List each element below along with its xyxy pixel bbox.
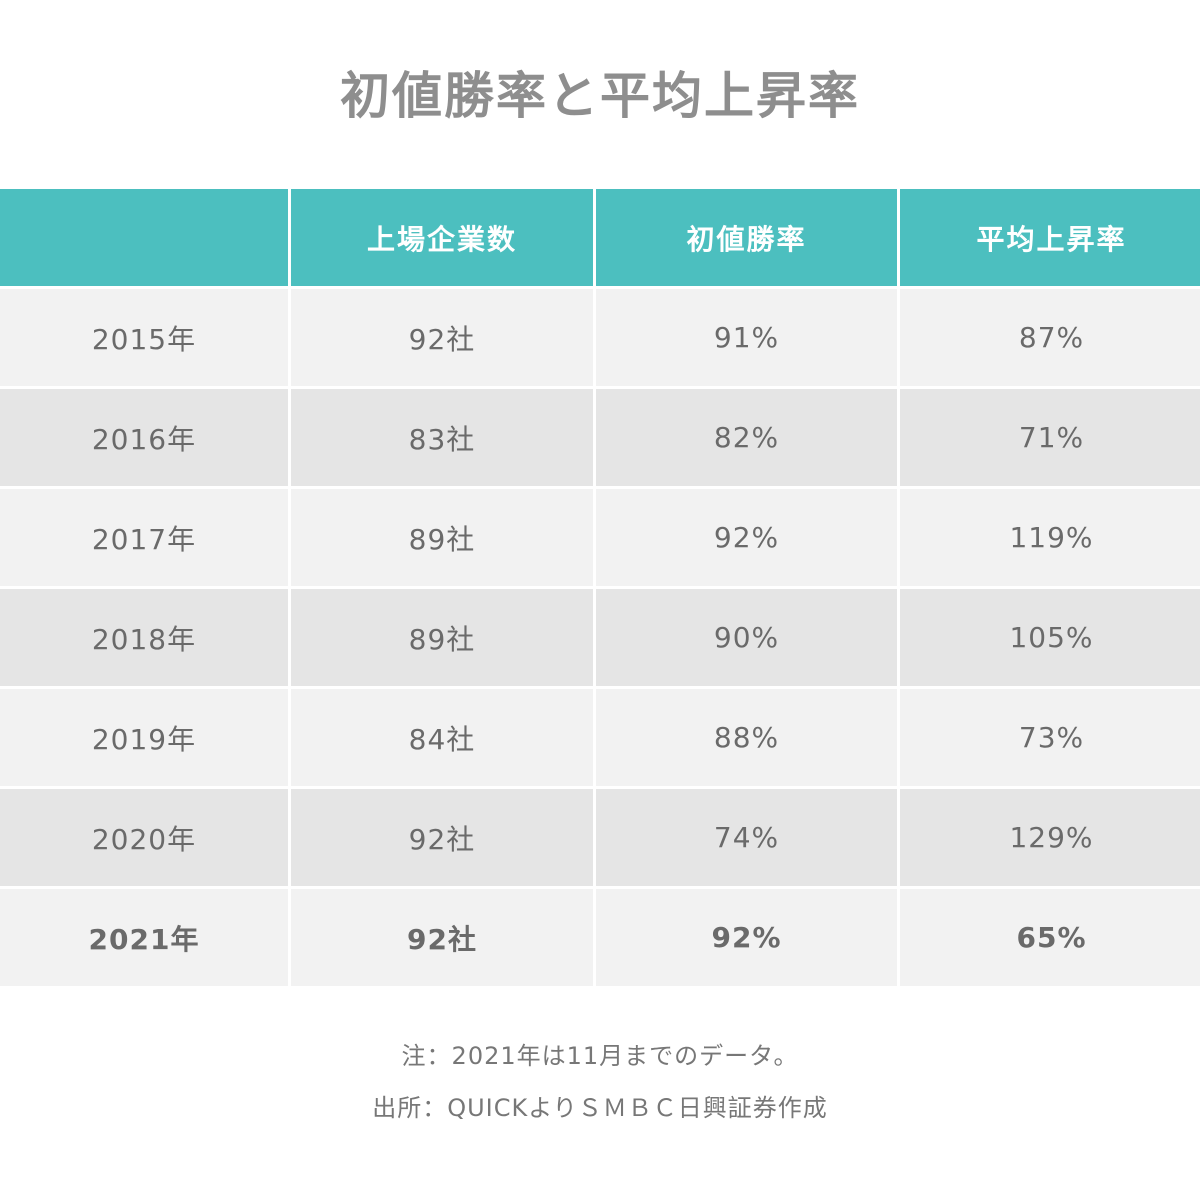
cell-average-rise-rate: 65%: [900, 889, 1200, 986]
header-first-price-win-rate: 初値勝率: [596, 189, 897, 286]
cell-row-label: 2016年: [0, 389, 288, 486]
cell-listed-companies: 83社: [291, 389, 593, 486]
cell-first-price-win-rate: 91%: [596, 289, 897, 386]
cell-row-label: 2015年: [0, 289, 288, 386]
chart-title: 初値勝率と平均上昇率: [340, 67, 860, 125]
footnote-note: 注：2021年は11月までのデータ。: [401, 1042, 799, 1070]
cell-listed-companies: 84社: [291, 689, 593, 786]
header-listed-companies: 上場企業数: [291, 189, 593, 286]
cell-row-label: 2020年: [0, 789, 288, 886]
cell-listed-companies: 89社: [291, 489, 593, 586]
data-table: 上場企業数 初値勝率 平均上昇率 2015年 92社 91% 87% 2016年 83社 82% 7…: [0, 189, 1200, 986]
cell-listed-companies: 92社: [291, 889, 593, 986]
cell-row-label: 2021年: [0, 889, 288, 986]
cell-first-price-win-rate: 90%: [596, 589, 897, 686]
cell-first-price-win-rate: 92%: [596, 889, 897, 986]
cell-average-rise-rate: 71%: [900, 389, 1200, 486]
cell-listed-companies: 92社: [291, 789, 593, 886]
header-row-label: [0, 189, 288, 286]
cell-listed-companies: 89社: [291, 589, 593, 686]
cell-first-price-win-rate: 88%: [596, 689, 897, 786]
cell-row-label: 2018年: [0, 589, 288, 686]
cell-average-rise-rate: 73%: [900, 689, 1200, 786]
cell-listed-companies: 92社: [291, 289, 593, 386]
header-average-rise-rate: 平均上昇率: [900, 189, 1200, 286]
cell-average-rise-rate: 129%: [900, 789, 1200, 886]
cell-first-price-win-rate: 74%: [596, 789, 897, 886]
footnote-source: 出所：QUICKよりＳＭＢＣ日興証券作成: [372, 1094, 828, 1122]
cell-average-rise-rate: 87%: [900, 289, 1200, 386]
cell-average-rise-rate: 119%: [900, 489, 1200, 586]
cell-row-label: 2019年: [0, 689, 288, 786]
cell-first-price-win-rate: 92%: [596, 489, 897, 586]
cell-row-label: 2017年: [0, 489, 288, 586]
cell-first-price-win-rate: 82%: [596, 389, 897, 486]
footnotes: 注：2021年は11月までのデータ。 出所：QUICKよりＳＭＢＣ日興証券作成: [0, 1030, 1200, 1134]
cell-average-rise-rate: 105%: [900, 589, 1200, 686]
